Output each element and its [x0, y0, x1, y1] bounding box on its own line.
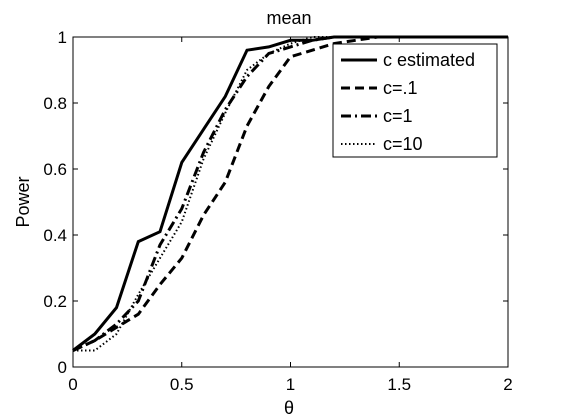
series-line-2: [72, 35, 508, 352]
x-tick-label: 2: [503, 375, 512, 394]
y-axis-label: Power: [13, 176, 33, 227]
legend-label-1: c estimated: [383, 50, 475, 70]
x-axis-label: θ: [284, 398, 294, 418]
chart-title: mean: [266, 8, 311, 28]
legend-label-4: c=10: [383, 134, 423, 154]
y-tick-label: 0.2: [43, 292, 67, 311]
x-tick-label: 1.5: [387, 375, 411, 394]
y-tick-label: 0.8: [43, 94, 67, 113]
y-tick-label: 0.6: [43, 160, 67, 179]
legend-label-2: c=.1: [383, 78, 418, 98]
x-tick-label: 0: [68, 375, 77, 394]
y-tick-label: 0.4: [43, 226, 67, 245]
x-tick-label: 0.5: [170, 375, 194, 394]
legend-box: [332, 43, 498, 158]
x-tick-label: 1: [286, 375, 295, 394]
y-tick-label: 0: [58, 358, 67, 377]
legend: c estimated c=.1 c=1 c=10: [332, 43, 498, 158]
legend-label-3: c=1: [383, 106, 413, 126]
axes: 0 0.5 1 1.5 2 0 0.2 0.4 0.6 0.8 1: [43, 28, 512, 394]
y-tick-label: 1: [58, 28, 67, 47]
